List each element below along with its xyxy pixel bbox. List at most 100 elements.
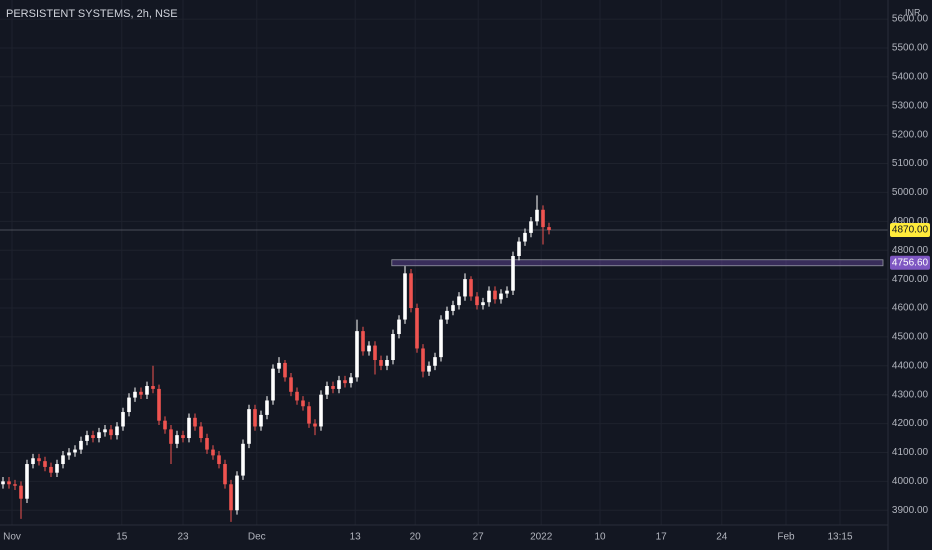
y-tick-label: 5400.00 <box>892 71 929 82</box>
candle-body <box>49 466 53 473</box>
candle-body <box>505 290 509 294</box>
x-tick-label: Dec <box>248 532 266 543</box>
candle-body <box>379 360 383 366</box>
candle-body <box>175 435 179 444</box>
y-tick-label: 5600.00 <box>892 14 929 25</box>
last-price-label: 4870.00 <box>892 225 929 236</box>
x-tick-label: 10 <box>594 532 606 543</box>
candle-body <box>517 241 521 256</box>
candle-body <box>127 397 131 413</box>
candle-body <box>79 440 83 450</box>
candle-body <box>157 388 161 421</box>
currency-label: INR <box>905 7 921 17</box>
candle-body <box>463 279 467 297</box>
candle-body <box>277 362 281 369</box>
candle-body <box>397 319 401 335</box>
candle-body <box>361 331 365 352</box>
candle-body <box>31 458 35 465</box>
candle-body <box>325 386 329 395</box>
candle-body <box>43 461 47 467</box>
candle-body <box>433 357 437 366</box>
candle-body <box>217 455 221 465</box>
candle-body <box>301 400 305 407</box>
candle-body <box>229 484 233 511</box>
candle-body <box>499 293 503 300</box>
candle-body <box>541 209 545 228</box>
candle-body <box>205 438 209 450</box>
y-tick-label: 4900.00 <box>892 216 929 227</box>
candle-body <box>121 412 125 427</box>
candle-body <box>475 296 479 306</box>
candle-body <box>523 232 527 242</box>
candle-body <box>103 429 107 433</box>
candle-body <box>67 452 71 456</box>
candle-body <box>241 443 245 476</box>
candle-body <box>91 435 95 439</box>
candle-body <box>211 449 215 456</box>
chart-title: PERSISTENT SYSTEMS, 2h, NSE <box>6 8 178 20</box>
zone-band <box>391 259 884 267</box>
zone-label-bg <box>890 255 930 270</box>
candle-body <box>163 420 167 430</box>
candle-body <box>247 409 251 444</box>
y-tick-label: 4600.00 <box>892 303 929 314</box>
candle-body <box>115 426 119 436</box>
zone-label: 4756.60 <box>892 257 929 268</box>
candle-body <box>319 394 323 427</box>
candle-body <box>265 400 269 415</box>
x-tick-label: 15 <box>116 532 128 543</box>
candle-body <box>25 464 29 499</box>
candle-body <box>253 409 257 427</box>
x-tick-label: Feb <box>777 532 795 543</box>
candle-body <box>487 290 491 303</box>
y-tick-label: 4000.00 <box>892 476 929 487</box>
y-tick-label: 4800.00 <box>892 245 929 256</box>
candle-body <box>13 484 17 486</box>
candle-body <box>73 449 77 453</box>
candle-body <box>385 360 389 366</box>
last-price-label-bg <box>890 222 930 237</box>
y-tick-label: 4300.00 <box>892 389 929 400</box>
candles <box>1 195 551 522</box>
candle-body <box>139 391 143 395</box>
candle-body <box>511 255 515 291</box>
y-tick-label: 4500.00 <box>892 332 929 343</box>
candle-body <box>493 290 497 300</box>
candle-body <box>85 435 89 441</box>
axis-labels: 5600.00 5500.00 5400.00 5300.00 5200.00 5100.… <box>3 14 930 543</box>
candle-body <box>307 406 311 424</box>
y-tick-label: 4100.00 <box>892 447 929 458</box>
candle-body <box>529 221 533 233</box>
candle-body <box>457 296 461 306</box>
candle-body <box>421 348 425 372</box>
candle-body <box>181 435 185 439</box>
candle-body <box>367 345 371 352</box>
candle-body <box>193 417 197 427</box>
candle-body <box>481 302 485 306</box>
candle-body <box>109 429 113 436</box>
x-tick-label: 27 <box>473 532 485 543</box>
candle-body <box>343 380 347 384</box>
candle-body <box>61 455 65 465</box>
candle-body <box>349 377 353 384</box>
x-tick-label: 20 <box>410 532 422 543</box>
candle-body <box>199 426 203 439</box>
candle-body <box>151 386 155 389</box>
y-tick-label: 4700.00 <box>892 274 929 285</box>
candle-body <box>535 209 539 222</box>
grid <box>0 0 888 525</box>
candle-body <box>451 305 455 311</box>
candle-body <box>271 368 275 401</box>
candle-body <box>187 417 191 439</box>
candle-body <box>445 310 449 320</box>
candle-body <box>547 227 551 230</box>
candle-body <box>7 481 11 485</box>
candle-body <box>295 391 299 401</box>
x-tick-label: 13 <box>350 532 362 543</box>
candle-body <box>439 319 443 358</box>
candle-body <box>289 377 293 392</box>
candle-body <box>259 414 263 427</box>
y-tick-label: 3900.00 <box>892 505 929 516</box>
y-tick-label: 4200.00 <box>892 418 929 429</box>
